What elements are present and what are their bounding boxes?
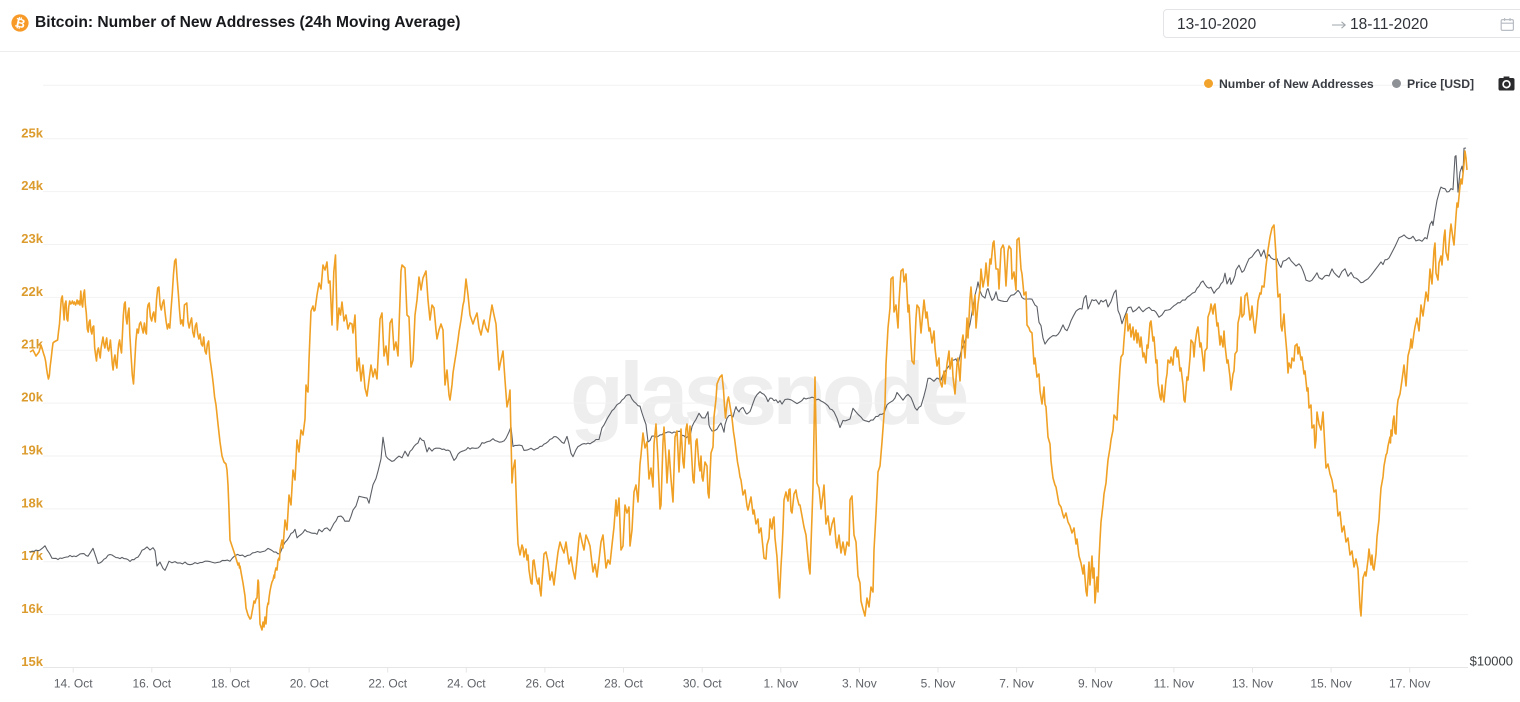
svg-text:24k: 24k	[21, 178, 43, 193]
svg-text:23k: 23k	[21, 231, 43, 246]
svg-text:14. Oct: 14. Oct	[54, 677, 93, 691]
svg-text:22. Oct: 22. Oct	[368, 677, 407, 691]
svg-text:18k: 18k	[21, 495, 43, 510]
svg-text:30. Oct: 30. Oct	[683, 677, 722, 691]
svg-text:26. Oct: 26. Oct	[526, 677, 565, 691]
svg-text:16. Oct: 16. Oct	[132, 677, 171, 691]
svg-text:17k: 17k	[21, 548, 43, 563]
svg-text:5. Nov: 5. Nov	[921, 677, 956, 691]
svg-text:22k: 22k	[21, 284, 43, 299]
svg-text:20k: 20k	[21, 390, 43, 405]
svg-text:13. Nov: 13. Nov	[1232, 677, 1273, 691]
svg-text:glassnode: glassnode	[570, 344, 966, 443]
svg-text:20. Oct: 20. Oct	[290, 677, 329, 691]
svg-text:15k: 15k	[21, 654, 43, 669]
svg-text:15. Nov: 15. Nov	[1310, 677, 1351, 691]
svg-text:1. Nov: 1. Nov	[763, 677, 798, 691]
svg-text:21k: 21k	[21, 337, 43, 352]
svg-text:18. Oct: 18. Oct	[211, 677, 250, 691]
svg-text:9. Nov: 9. Nov	[1078, 677, 1113, 691]
svg-text:11. Nov: 11. Nov	[1154, 677, 1194, 691]
svg-text:₿: ₿	[13, 15, 26, 31]
svg-text:25k: 25k	[21, 125, 43, 140]
svg-text:7. Nov: 7. Nov	[999, 677, 1034, 691]
svg-text:28. Oct: 28. Oct	[604, 677, 643, 691]
svg-text:19k: 19k	[21, 443, 43, 458]
svg-text:17. Nov: 17. Nov	[1389, 677, 1430, 691]
svg-text:$10000: $10000	[1470, 654, 1513, 669]
svg-text:24. Oct: 24. Oct	[447, 677, 486, 691]
svg-text:16k: 16k	[21, 601, 43, 616]
svg-text:3. Nov: 3. Nov	[842, 677, 877, 691]
